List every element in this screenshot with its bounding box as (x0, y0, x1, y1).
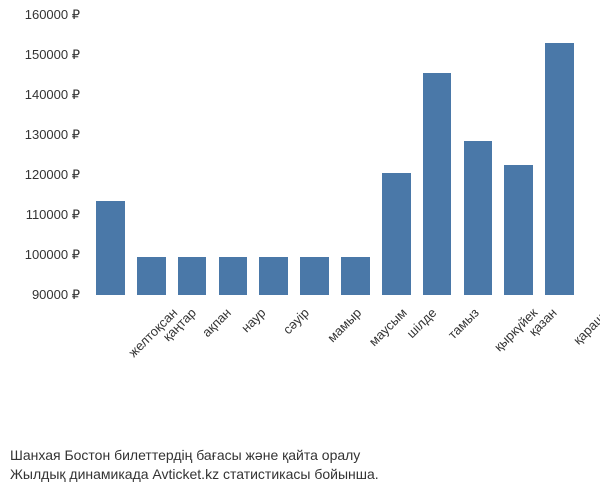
chart-plot-area (90, 15, 580, 295)
y-tick-label: 120000 ₽ (25, 167, 80, 183)
bar (96, 201, 125, 295)
y-tick-label: 160000 ₽ (25, 7, 80, 23)
y-tick-label: 150000 ₽ (25, 47, 80, 63)
bar (300, 257, 329, 295)
bar (545, 43, 574, 295)
caption-line-2: Жылдық динамикада Avticket.kz статистика… (10, 465, 590, 485)
y-tick-label: 110000 ₽ (26, 207, 80, 223)
bars-container (90, 15, 580, 295)
x-tick-label: тамыз (445, 305, 482, 342)
bar (464, 141, 493, 295)
bar (178, 257, 207, 295)
x-tick-label: маусым (366, 305, 410, 349)
chart-caption: Шанхая Бостон билеттердің бағасы және қа… (10, 446, 590, 485)
bar (137, 257, 166, 295)
x-tick-label: ақпан (199, 305, 234, 340)
bar (423, 73, 452, 295)
caption-line-1: Шанхая Бостон билеттердің бағасы және қа… (10, 446, 590, 466)
x-tick-label: шілде (404, 305, 440, 341)
y-axis: 90000 ₽100000 ₽110000 ₽120000 ₽130000 ₽1… (0, 15, 85, 295)
bar (259, 257, 288, 295)
x-tick-label: наур (238, 305, 268, 335)
bar (382, 173, 411, 295)
x-tick-label: сәуір (280, 305, 312, 337)
y-tick-label: 90000 ₽ (32, 287, 80, 303)
bar (504, 165, 533, 295)
y-tick-label: 130000 ₽ (25, 127, 80, 143)
bar (219, 257, 248, 295)
bar (341, 257, 370, 295)
y-tick-label: 100000 ₽ (25, 247, 80, 263)
x-axis-labels: желтоқсанқаңтарақпаннаурсәуірмамырмаусым… (90, 300, 580, 420)
x-tick-label: қараша (570, 305, 600, 347)
y-tick-label: 140000 ₽ (25, 87, 80, 103)
x-tick-label: мамыр (324, 305, 364, 345)
